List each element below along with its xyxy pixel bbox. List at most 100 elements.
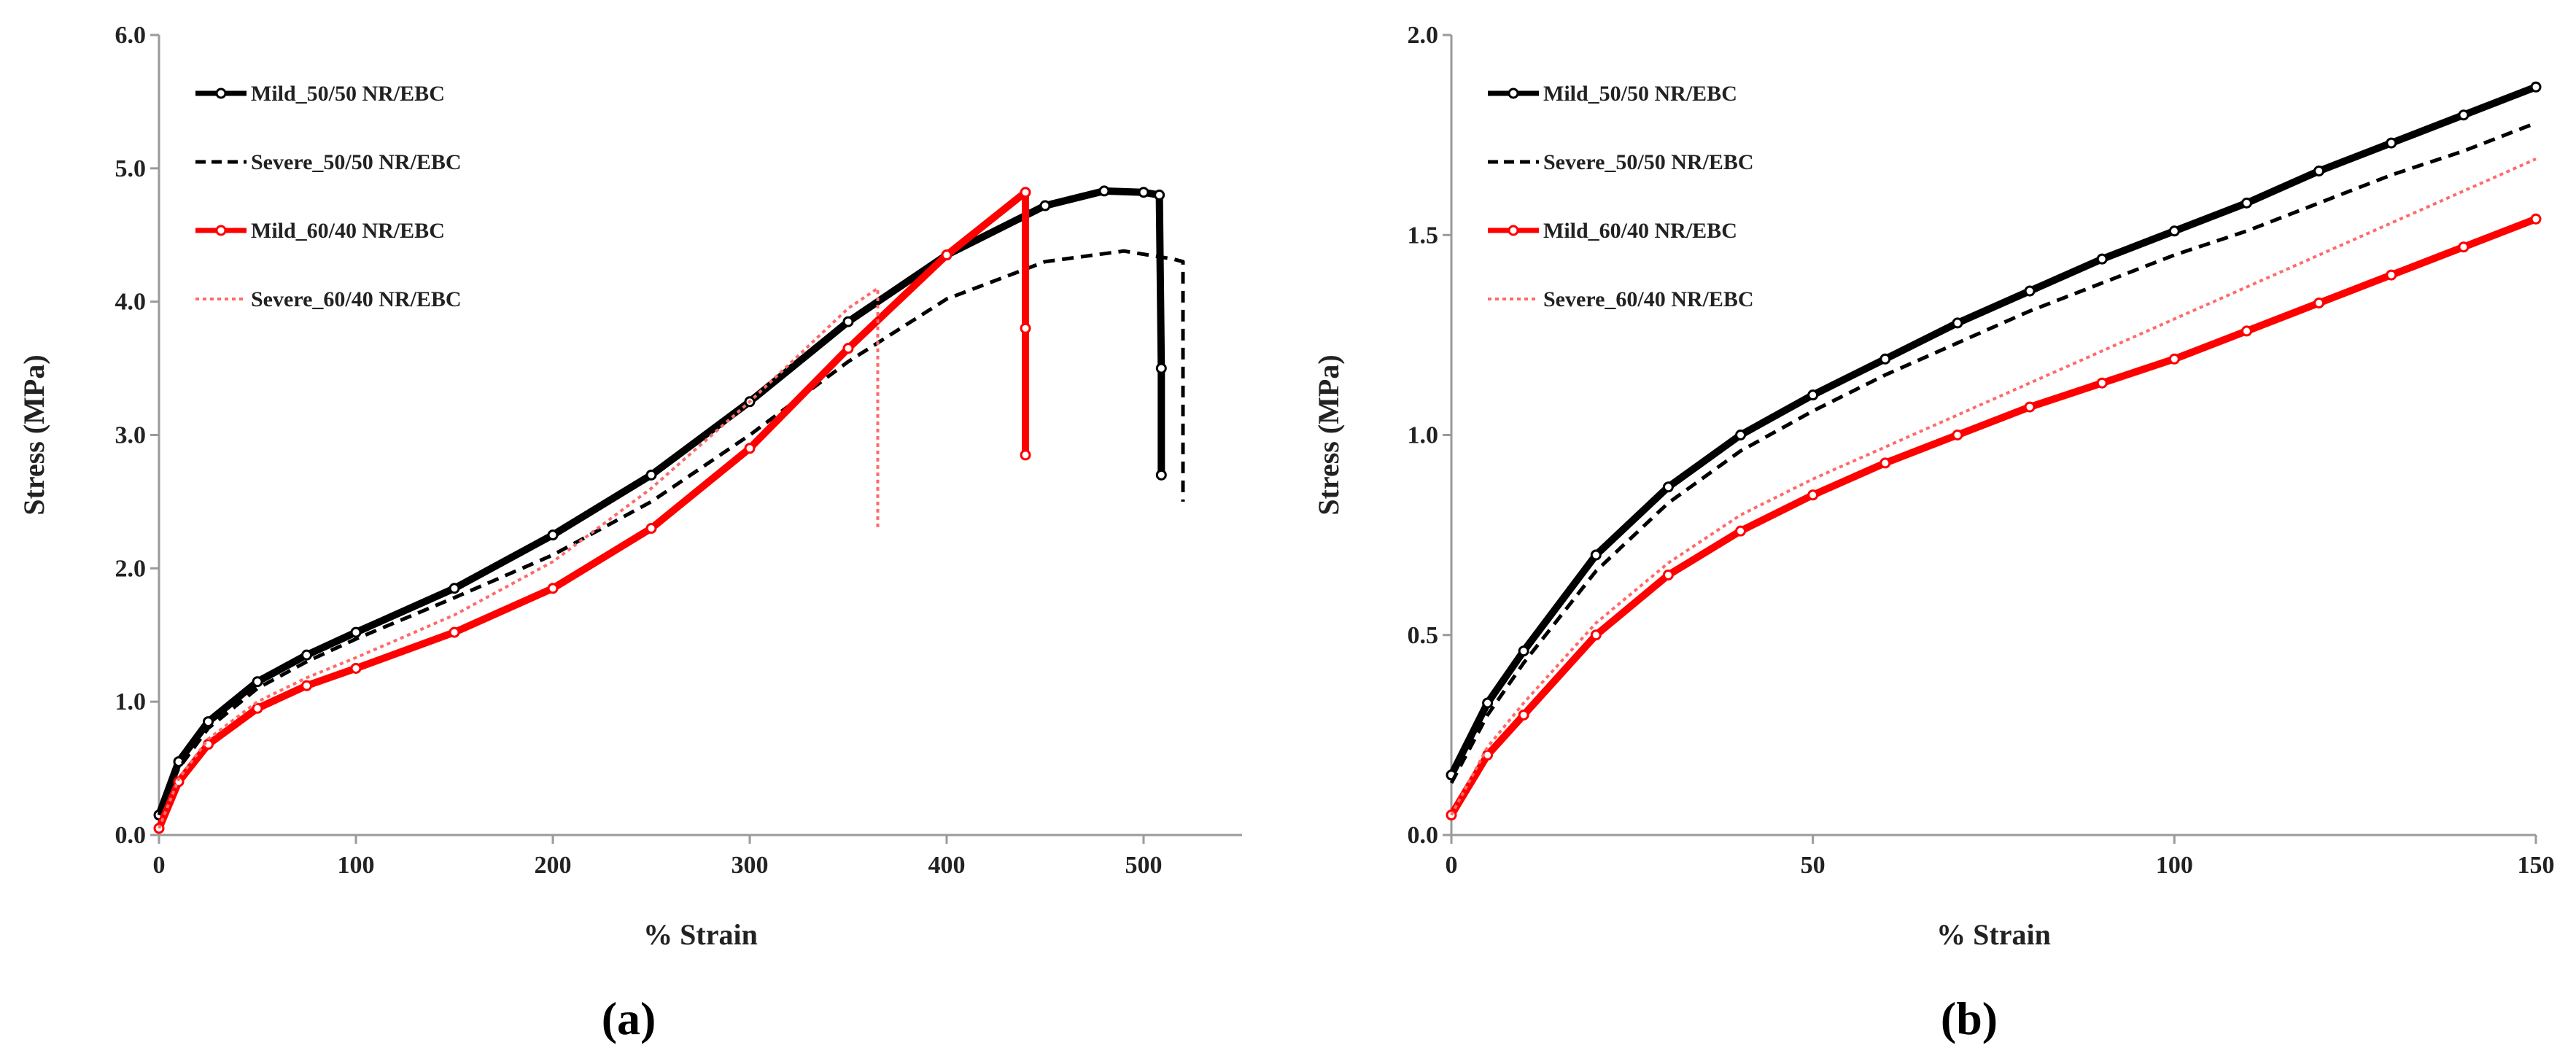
legend-marker	[1508, 225, 1519, 236]
series-point	[2096, 377, 2108, 389]
series-point	[449, 583, 460, 594]
y-axis-title: Stress (MPa)	[1312, 354, 1345, 515]
series-point	[842, 316, 854, 327]
y-tick-label: 1.5	[1408, 222, 1439, 249]
x-tick-label: 50	[1801, 852, 1826, 879]
legend-marker	[215, 88, 227, 99]
series-point	[2530, 81, 2542, 93]
series-point	[1155, 469, 1167, 481]
series-line-4	[158, 287, 880, 829]
legend-label: Mild_50/50 NR/EBC	[1543, 82, 1737, 106]
series-point	[1039, 200, 1051, 211]
series-point	[1879, 457, 1891, 469]
series-line-4	[1450, 158, 2537, 816]
series-point	[645, 522, 657, 534]
series-point	[2530, 213, 2542, 225]
series-point	[2168, 353, 2180, 365]
series-line-1	[155, 187, 1165, 817]
series-point	[1098, 185, 1110, 197]
series-point	[1590, 549, 1602, 561]
y-tick-label: 1.0	[1408, 422, 1439, 449]
y-tick-label: 0.0	[1408, 822, 1439, 849]
series-point	[2024, 401, 2036, 413]
y-axis-title: Stress (MPa)	[18, 354, 50, 515]
y-tick-label: 1.0	[115, 688, 147, 715]
y-tick-label: 2.0	[1408, 22, 1439, 49]
series-point	[301, 680, 312, 691]
legend-label: Mild_50/50 NR/EBC	[251, 82, 445, 106]
panel-label: (a)	[602, 993, 656, 1044]
series-point	[645, 469, 657, 481]
series-point	[1482, 697, 1494, 709]
series-point	[252, 676, 263, 688]
series-point	[842, 343, 854, 354]
series-point	[1020, 322, 1031, 334]
series-point	[2241, 325, 2252, 337]
series-point	[1020, 187, 1031, 198]
y-tick-label: 3.0	[115, 422, 147, 449]
x-tick-label: 500	[1125, 852, 1163, 879]
legend-label: Severe_50/50 NR/EBC	[1543, 150, 1754, 174]
series-point	[1735, 430, 1747, 440]
x-axis-title: % Strain	[643, 918, 758, 951]
y-tick-label: 2.0	[115, 555, 147, 582]
legend-marker	[1508, 88, 1519, 99]
y-tick-label: 0.0	[115, 822, 147, 849]
series-point	[2386, 269, 2397, 281]
series-point	[1662, 481, 1674, 493]
x-tick-label: 100	[2156, 852, 2193, 879]
series-point	[2313, 165, 2325, 176]
y-tick-label: 6.0	[115, 22, 147, 49]
series-point	[2458, 241, 2470, 253]
series-point	[1735, 525, 1747, 537]
series-point	[350, 662, 362, 674]
panel-label: (b)	[1941, 993, 1998, 1044]
legend-marker	[215, 225, 227, 236]
x-axis-title: % Strain	[1936, 918, 2051, 951]
series-line-2	[157, 249, 1185, 816]
y-tick-label: 5.0	[115, 155, 147, 182]
series-point	[1518, 645, 1529, 657]
series-point	[1020, 449, 1031, 461]
x-tick-label: 0	[153, 852, 166, 879]
series-point	[449, 626, 460, 638]
x-tick-label: 300	[732, 852, 769, 879]
series-point	[1952, 430, 1963, 440]
series-point	[2386, 137, 2397, 149]
legend-label: Mild_60/40 NR/EBC	[1543, 219, 1737, 243]
series-point	[1155, 362, 1167, 374]
series-point	[301, 649, 312, 661]
series-point	[2096, 253, 2108, 265]
y-tick-label: 4.0	[115, 289, 147, 316]
series-point	[1154, 189, 1165, 201]
series-point	[2241, 197, 2252, 209]
series-point	[744, 443, 756, 454]
legend-label: Severe_60/40 NR/EBC	[1543, 287, 1754, 311]
series-point	[941, 249, 953, 261]
x-tick-label: 200	[535, 852, 572, 879]
series-point	[1662, 569, 1674, 580]
series-point	[547, 583, 559, 594]
panel-b-chart: 0.0 0.5 1.0 1.5 2.0 0 50 100 150 % Strain Stress (…	[1312, 22, 2555, 1044]
series-point	[2313, 297, 2325, 308]
series-point	[547, 529, 559, 541]
legend-label: Severe_60/40 NR/EBC	[251, 287, 462, 311]
series-point	[252, 702, 263, 714]
x-tick-label: 0	[1446, 852, 1458, 879]
series-line-1	[1448, 83, 2537, 777]
series-point	[1138, 187, 1149, 198]
series-point	[2168, 225, 2180, 237]
series-point	[2458, 109, 2470, 121]
legend-label: Mild_60/40 NR/EBC	[251, 219, 445, 243]
series-point	[1590, 629, 1602, 641]
legend-label: Severe_50/50 NR/EBC	[251, 150, 462, 174]
x-tick-label: 150	[2518, 852, 2555, 879]
series-point	[350, 626, 362, 638]
x-tick-label: 400	[928, 852, 966, 879]
series-point	[2024, 285, 2036, 297]
series-point	[1807, 389, 1819, 401]
series-point	[1518, 709, 1529, 721]
series-line-2	[1449, 121, 2537, 784]
panel-a-chart: 0.0 1.0 2.0 3.0 4.0 5.0 6.0 0 100 200 300 400 500 % S…	[18, 22, 1242, 1044]
